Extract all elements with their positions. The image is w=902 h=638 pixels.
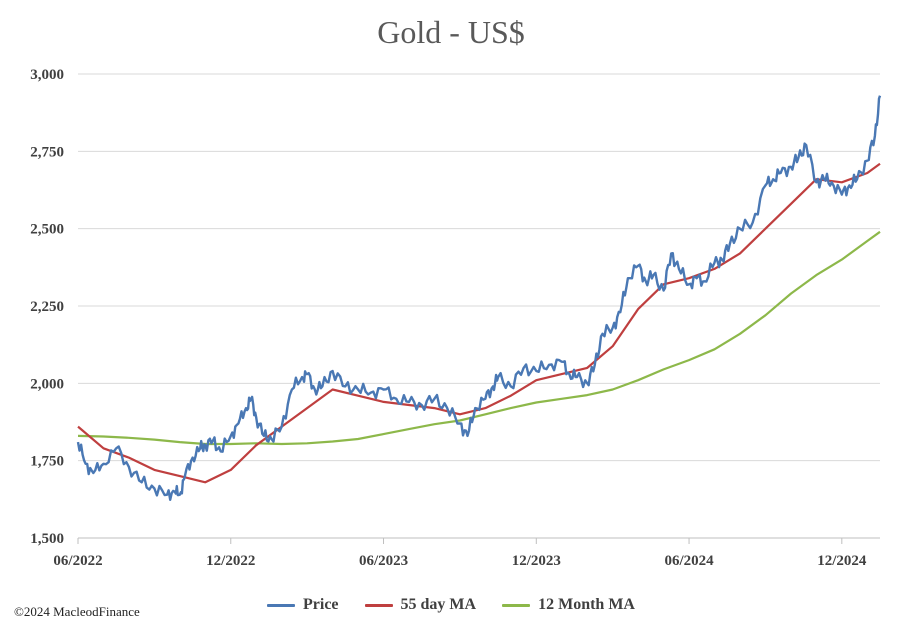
x-tick-label: 12/2022 <box>206 553 255 569</box>
x-tick-label: 06/2023 <box>359 553 408 569</box>
legend-swatch-price <box>267 603 295 607</box>
legend-item-55-day-ma: 55 day MA <box>364 596 477 614</box>
legend-swatch-12-month-ma <box>502 603 531 607</box>
x-tick-label: 12/2024 <box>817 553 867 569</box>
y-tick-label: 2,000 <box>30 376 64 392</box>
legend-label-55-day-ma: 55 day MA <box>400 596 477 613</box>
series-55-day-ma-line <box>77 162 881 484</box>
x-tick-label: 06/2022 <box>53 553 102 569</box>
legend-swatch-55-day-ma <box>364 603 393 607</box>
y-tick-label: 2,250 <box>30 299 64 315</box>
y-tick-label: 1,750 <box>30 454 64 470</box>
series-price-line <box>76 95 882 501</box>
y-tick-label: 2,750 <box>30 144 64 160</box>
series-12-month-ma-line <box>77 230 881 446</box>
y-tick-label: 2,500 <box>30 222 64 238</box>
x-tick-label: 12/2023 <box>512 553 561 569</box>
y-tick-label: 1,500 <box>30 531 64 547</box>
y-tick-label: 3,000 <box>30 67 64 83</box>
chart-title: Gold - US$ <box>377 14 525 50</box>
legend-label-price: Price <box>303 596 339 613</box>
x-tick-label: 06/2024 <box>664 553 714 569</box>
legend: Price 55 day MA 12 Month MA <box>0 596 902 614</box>
copyright-note: ©2024 MacleodFinance <box>14 604 140 619</box>
legend-item-price: Price <box>267 596 339 614</box>
legend-item-12-month-ma: 12 Month MA <box>502 596 635 614</box>
legend-label-12-month-ma: 12 Month MA <box>538 596 635 613</box>
